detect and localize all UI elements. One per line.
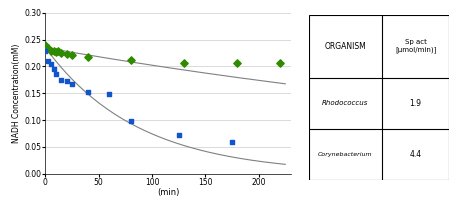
Text: 4.4: 4.4 [410,150,422,159]
Corynebacerium [127,120,134,123]
Corynebacerium [58,78,65,82]
Corynebacerium [63,80,70,83]
Text: ORGANISM: ORGANISM [325,42,366,51]
Rhodococcus [84,56,92,59]
Corynebacerium [84,91,92,94]
Corynebacerium [44,59,51,63]
Rhodococcus [54,50,62,53]
Corynebacerium [50,67,58,71]
Corynebacerium [52,73,59,76]
Text: Rhodococcus: Rhodococcus [322,100,369,106]
Rhodococcus [52,51,59,54]
Rhodococcus [63,52,70,56]
Rhodococcus [58,51,65,55]
Rhodococcus [69,53,76,56]
Corynebacerium [175,133,182,136]
Corynebacerium [69,82,76,85]
Text: Corynebacterium: Corynebacterium [318,152,373,157]
Text: Sp act
[μmol/min)]: Sp act [μmol/min)] [395,39,436,53]
Rhodococcus [127,58,134,62]
Corynebacerium [47,62,54,66]
Rhodococcus [44,46,51,49]
Rhodococcus [180,61,188,64]
Rhodococcus [234,61,241,65]
Rhodococcus [42,43,49,47]
Y-axis label: NADH Concentration(mM): NADH Concentration(mM) [12,44,21,143]
Corynebacerium [228,140,236,143]
Corynebacerium [106,93,113,96]
Rhodococcus [47,50,54,53]
X-axis label: (min): (min) [157,188,179,197]
Rhodococcus [50,50,58,53]
Rhodococcus [276,61,284,65]
Corynebacerium [42,50,49,53]
Text: 1.9: 1.9 [410,99,422,108]
